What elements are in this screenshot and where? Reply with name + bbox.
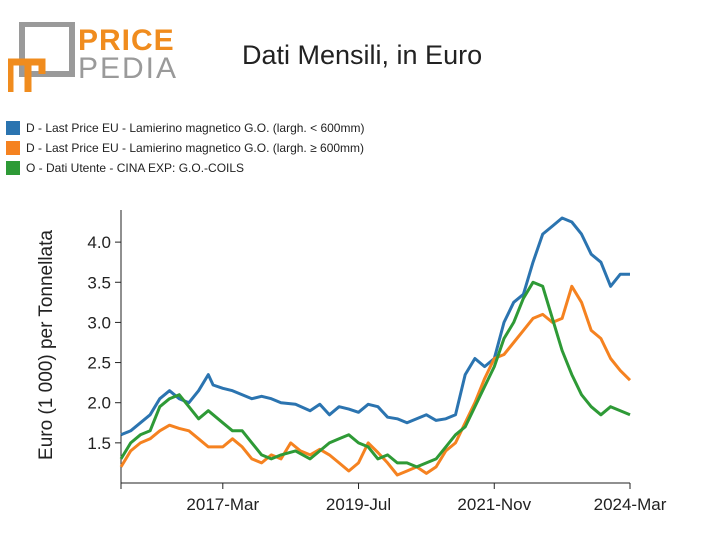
chart-title: Dati Mensili, in Euro [242, 40, 483, 70]
legend-label: D - Last Price EU - Lamierino magnetico … [26, 121, 365, 135]
x-tick-label: 2019-Jul [326, 495, 391, 514]
y-tick-label: 1.5 [87, 434, 111, 453]
legend-item[interactable]: D - Last Price EU - Lamierino magnetico … [6, 138, 364, 158]
legend-item[interactable]: O - Dati Utente - CINA EXP: G.O.-COILS [6, 158, 364, 178]
legend: D - Last Price EU - Lamierino magnetico … [6, 118, 364, 178]
series-line-1[interactable] [120, 216, 630, 437]
logo-mark-square [19, 21, 75, 77]
logo-text-pedia: PEDIA [78, 52, 179, 85]
legend-label: O - Dati Utente - CINA EXP: G.O.-COILS [26, 161, 245, 175]
y-tick-label: 2.0 [87, 394, 111, 413]
logo-text-price: PRICE [78, 24, 175, 57]
logo-mark-icon [6, 21, 75, 92]
y-tick-label: 3.0 [87, 313, 111, 332]
legend-item[interactable]: D - Last Price EU - Lamierino magnetico … [6, 118, 364, 138]
legend-swatch [6, 141, 20, 155]
pricepedia-logo: PRICE PEDIA [6, 21, 176, 94]
x-tick-label: 2021-Nov [457, 495, 531, 514]
series-line-2[interactable] [119, 284, 632, 477]
x-tick-label: 2017-Mar [186, 495, 259, 514]
y-axis-label: Euro (1 000) per Tonnellata [36, 230, 57, 460]
x-tick-label: 2024-Mar [594, 495, 667, 514]
chart-axes: 1.5 2.0 2.5 3.0 3.5 4.0 2017-Mar 2019-Jul 2021-N… [87, 210, 667, 514]
series-line-3[interactable] [119, 280, 631, 469]
chart-series [119, 216, 632, 477]
y-tick-label: 4.0 [87, 233, 111, 252]
y-tick-label: 3.5 [87, 273, 111, 292]
legend-swatch [6, 161, 20, 175]
y-tick-label: 2.5 [87, 354, 111, 373]
legend-label: D - Last Price EU - Lamierino magnetico … [26, 141, 365, 155]
legend-swatch [6, 121, 20, 135]
